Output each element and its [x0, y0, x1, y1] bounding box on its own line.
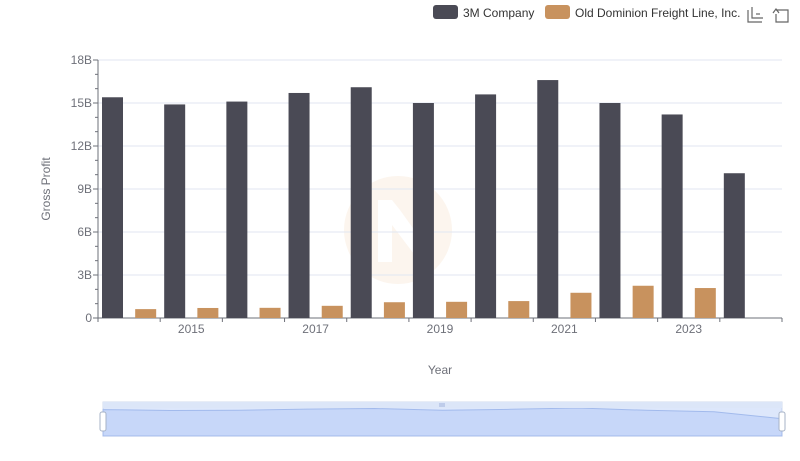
y-tick-label: 9B — [77, 182, 92, 196]
data-zoom-handle-left[interactable] — [99, 411, 107, 432]
y-tick-label: 6B — [77, 225, 92, 239]
y-tick-label: 12B — [71, 139, 92, 153]
bar-3m[interactable] — [475, 94, 497, 319]
bar-odfl[interactable] — [508, 301, 530, 318]
bar-3m[interactable] — [164, 104, 186, 318]
x-tick-label: 2023 — [675, 322, 702, 336]
bar-odfl[interactable] — [321, 305, 343, 318]
bar-odfl[interactable] — [694, 288, 716, 318]
zoom-icon[interactable] — [747, 7, 763, 23]
bar-3m[interactable] — [723, 173, 745, 318]
bar-odfl[interactable] — [383, 302, 405, 318]
legend[interactable]: 3M Company Old Dominion Freight Line, In… — [433, 5, 740, 20]
bar-odfl[interactable] — [259, 307, 281, 318]
grid-lines — [98, 59, 782, 276]
legend-item-odfl[interactable]: Old Dominion Freight Line, Inc. — [545, 5, 740, 20]
data-zoom-handle-right[interactable] — [778, 411, 786, 432]
legend-swatch-3m — [433, 5, 458, 19]
bar-3m[interactable] — [412, 103, 434, 318]
restore-icon[interactable] — [772, 8, 789, 23]
bar-3m[interactable] — [288, 92, 310, 318]
data-zoom-drag-icon[interactable] — [439, 403, 445, 407]
bar-3m[interactable] — [350, 87, 372, 318]
bars-group[interactable] — [102, 80, 745, 319]
bar-3m[interactable] — [226, 101, 248, 318]
y-axis: 0 3B 6B 9B 12B 15B 18B — [71, 53, 99, 325]
legend-label-odfl: Old Dominion Freight Line, Inc. — [575, 6, 740, 20]
y-axis-title: Gross Profit — [39, 157, 53, 221]
bar-3m[interactable] — [537, 80, 559, 318]
y-tick-label: 15B — [71, 96, 92, 110]
x-axis-title: Year — [428, 363, 452, 377]
x-axis: 2015 2017 2019 2021 2023 — [97, 317, 783, 336]
y-tick-label: 18B — [71, 53, 92, 67]
bar-odfl[interactable] — [446, 301, 468, 318]
bar-3m[interactable] — [599, 103, 621, 318]
bar-odfl[interactable] — [197, 307, 219, 318]
x-tick-label: 2021 — [551, 322, 578, 336]
bar-3m[interactable] — [661, 114, 683, 318]
bar-odfl[interactable] — [135, 309, 157, 318]
bar-odfl[interactable] — [570, 292, 592, 318]
x-tick-label: 2017 — [302, 322, 329, 336]
y-tick-label: 3B — [77, 268, 92, 282]
y-tick-label: 0 — [85, 311, 92, 325]
x-tick-label: 2015 — [178, 322, 205, 336]
data-zoom-preview-area — [102, 407, 783, 437]
legend-swatch-odfl — [545, 5, 570, 19]
bar-3m[interactable] — [102, 97, 123, 319]
legend-label-3m: 3M Company — [463, 6, 534, 20]
legend-item-3m[interactable]: 3M Company — [433, 5, 534, 20]
bar-odfl[interactable] — [632, 285, 654, 318]
data-zoom-slider[interactable] — [99, 401, 786, 437]
x-tick-label: 2019 — [427, 322, 454, 336]
